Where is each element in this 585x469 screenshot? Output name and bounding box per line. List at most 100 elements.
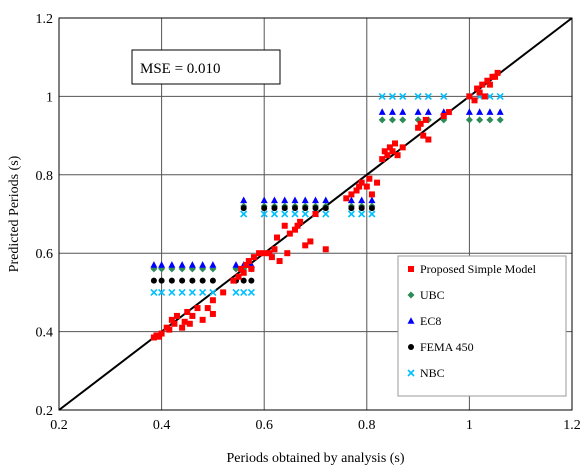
x-tick-label: 1 [466,418,473,433]
point-proposed-simple-model [276,258,283,265]
point-fema-450 [322,205,329,212]
point-proposed-simple-model [189,312,196,319]
point-nbc [399,92,407,100]
point-proposed-simple-model [389,148,396,155]
point-proposed-simple-model [379,156,386,163]
plot-frame [58,17,573,411]
series-nbc [150,92,504,296]
point-ec8 [424,108,432,115]
point-proposed-simple-model [250,254,257,261]
point-nbc [496,92,504,100]
point-ec8 [199,261,207,268]
point-fema-450 [150,277,157,284]
point-fema-450 [358,205,365,212]
point-proposed-simple-model [209,310,216,317]
y-tick-label: 1.2 [36,12,54,27]
point-proposed-simple-model [168,316,175,323]
point-fema-450 [240,205,247,212]
x-tick-label: 0.6 [255,418,273,433]
point-nbc [368,210,376,218]
point-nbc [301,210,309,218]
point-ec8 [486,108,494,115]
point-proposed-simple-model [386,144,393,151]
point-proposed-simple-model [476,89,483,96]
point-fema-450 [302,205,309,212]
point-ubc [465,116,473,124]
point-nbc [150,288,158,296]
point-nbc [322,210,330,218]
series-proposed-simple-model [150,69,501,341]
point-proposed-simple-model [238,265,245,272]
point-ec8 [150,261,158,268]
point-ec8 [312,196,319,204]
point-proposed-simple-model [199,316,206,323]
point-proposed-simple-model [248,265,255,272]
point-fema-450 [312,205,319,212]
point-nbc [270,210,279,218]
legend-marker-ec8 [407,317,415,324]
point-proposed-simple-model [422,116,429,123]
point-proposed-simple-model [479,81,486,88]
point-proposed-simple-model [368,191,375,198]
point-ec8 [322,196,330,204]
y-tick-label: 0.6 [36,247,54,262]
y-tick-label: 0.8 [36,169,54,184]
point-nbc [358,210,366,218]
point-proposed-simple-model [302,242,309,249]
point-proposed-simple-model [366,175,373,182]
legend-label-fema-450: FEMA 450 [420,340,474,354]
point-proposed-simple-model [394,152,401,159]
point-proposed-simple-model [266,250,273,257]
point-ec8 [270,196,278,204]
point-proposed-simple-model [240,269,247,276]
legend-label-proposed-simple-model: Proposed Simple Model [420,262,537,276]
point-nbc [247,288,255,296]
point-proposed-simple-model [245,258,252,265]
point-ec8 [414,108,422,115]
legend-marker-ubc [407,291,415,299]
point-proposed-simple-model [186,320,193,327]
point-nbc [414,92,422,100]
point-proposed-simple-model [156,333,163,340]
point-proposed-simple-model [284,250,291,257]
point-nbc [209,288,217,296]
point-nbc [240,288,248,296]
point-nbc [440,92,448,100]
point-proposed-simple-model [256,250,263,257]
point-fema-450 [261,205,268,212]
point-proposed-simple-model [235,273,242,280]
point-ubc [388,116,396,124]
point-fema-450 [179,277,186,284]
point-proposed-simple-model [294,222,301,229]
point-proposed-simple-model [204,305,211,312]
point-ubc [496,116,504,124]
mse-box-frame [131,49,281,85]
point-ubc [486,116,494,124]
point-proposed-simple-model [171,320,178,327]
x-tick-labels: 0.2 0.4 0.6 0.8 1 1.2 [50,418,581,433]
point-proposed-simple-model [425,136,432,143]
point-nbc [188,288,196,296]
point-ubc [378,116,386,124]
point-proposed-simple-model [230,277,237,284]
point-proposed-simple-model [184,309,191,315]
point-ec8 [476,108,484,115]
point-proposed-simple-model [286,230,293,237]
point-proposed-simple-model [243,261,250,268]
point-proposed-simple-model [209,297,216,304]
point-proposed-simple-model [399,144,406,151]
point-fema-450 [209,277,216,284]
point-nbc [347,210,355,218]
point-fema-450 [281,205,288,212]
point-ec8 [368,196,376,204]
point-fema-450 [248,277,255,284]
x-tick-label: 0.4 [153,418,171,433]
point-nbc [178,288,186,296]
legend-marker-fema-450 [408,344,414,350]
point-proposed-simple-model [374,179,381,186]
point-proposed-simple-model [481,93,488,100]
point-fema-450 [199,277,206,284]
point-nbc [168,288,176,296]
mse-annotation-text: MSE = 0.010 [140,61,221,77]
